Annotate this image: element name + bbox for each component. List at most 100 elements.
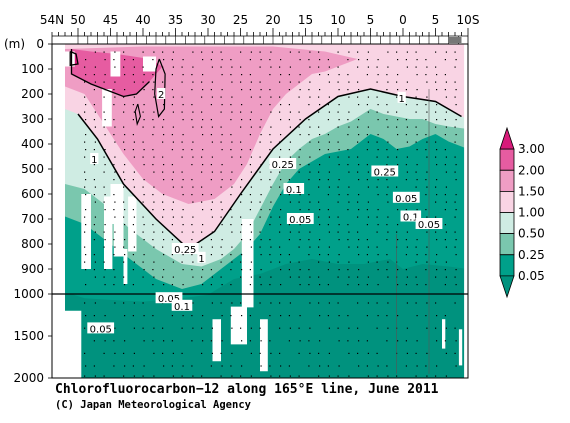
sample-point [357,81,359,83]
sample-point [327,119,329,121]
sample-point [94,231,96,233]
contour-label-box [155,292,183,304]
sample-point [270,302,272,304]
sample-point [142,156,144,158]
sample-point [454,276,456,278]
sample-point [455,104,457,106]
sample-point [93,149,95,151]
sample-point [366,315,368,317]
sample-point [425,59,427,61]
sample-point [328,171,330,173]
sample-point [366,340,368,342]
sample-point [426,81,428,83]
sample-point [132,315,134,317]
sample-point [279,375,281,377]
y-tick-label: 800 [21,237,44,251]
sample-point [230,149,232,151]
sample-point [357,276,359,278]
sample-point [114,96,116,98]
sample-point [337,375,339,377]
sample-point [444,269,446,271]
sample-point [308,104,310,106]
sample-point [143,74,145,76]
sample-point [114,302,116,304]
sample-point [376,81,378,83]
sample-point [240,66,242,68]
contour-label: 0.25 [174,245,196,256]
sample-point [133,261,135,263]
sample-point [182,194,184,196]
sample-point [377,269,379,271]
sample-point [231,96,233,98]
sample-point [124,74,126,76]
sample-point [405,89,407,91]
sample-point [172,201,174,203]
sample-point [358,239,360,241]
sample-point [454,51,456,53]
sample-point [279,171,281,173]
sample-point [386,269,388,271]
sample-point [260,119,262,121]
y-axis: 0 100 200 300 400 500 600 700 800 900 1000 1500 2000 [13,37,52,385]
sample-point [426,186,428,188]
sample-point [279,81,281,83]
sample-point [249,194,251,196]
sample-point [171,340,173,342]
sample-point [269,315,271,317]
sample-point [211,51,213,53]
sample-point [201,327,203,329]
sample-point [181,111,183,113]
sample-point [142,201,144,203]
sample-point [221,315,223,317]
contour-lines [69,49,462,374]
sample-point [397,284,399,286]
sample-point [318,352,320,354]
sample-point [142,261,144,263]
sample-point [425,194,427,196]
sample-point [123,171,125,173]
sample-point [444,89,446,91]
sample-point [426,66,428,68]
sample-point [367,276,369,278]
sample-point [163,164,165,166]
sample-point [397,134,399,136]
x-tick-label: 15 [298,13,313,27]
sample-point [240,156,242,158]
sample-point [191,254,193,256]
sample-point [270,141,272,143]
sample-point [85,194,87,196]
sample-point [93,89,95,91]
sample-point [416,134,418,136]
sample-point [172,96,174,98]
sample-point [348,276,350,278]
sample-point [280,224,282,226]
sample-point [288,149,290,151]
sample-point [94,276,96,278]
sample-point [133,81,135,83]
sample-point [94,51,96,53]
sample-point [444,119,446,121]
sample-point [124,365,126,367]
sample-point [366,134,368,136]
sample-point [357,171,359,173]
sample-point [280,284,282,286]
sample-point [221,149,223,151]
sample-point [367,96,369,98]
sample-point [377,315,379,317]
sample-point [426,302,428,304]
sample-point [133,352,135,354]
sample-point [259,81,261,83]
sample-point [182,119,184,121]
sample-point [182,149,184,151]
sample-point [415,186,417,188]
sample-point [405,209,407,211]
sample-point [376,216,378,218]
sample-point [318,261,320,263]
sample-point [396,156,398,158]
sample-point [124,224,126,226]
sample-point [269,284,271,286]
sample-point [319,224,321,226]
sample-point [308,59,310,61]
sample-point [211,141,213,143]
missing-area-18 [458,329,463,366]
